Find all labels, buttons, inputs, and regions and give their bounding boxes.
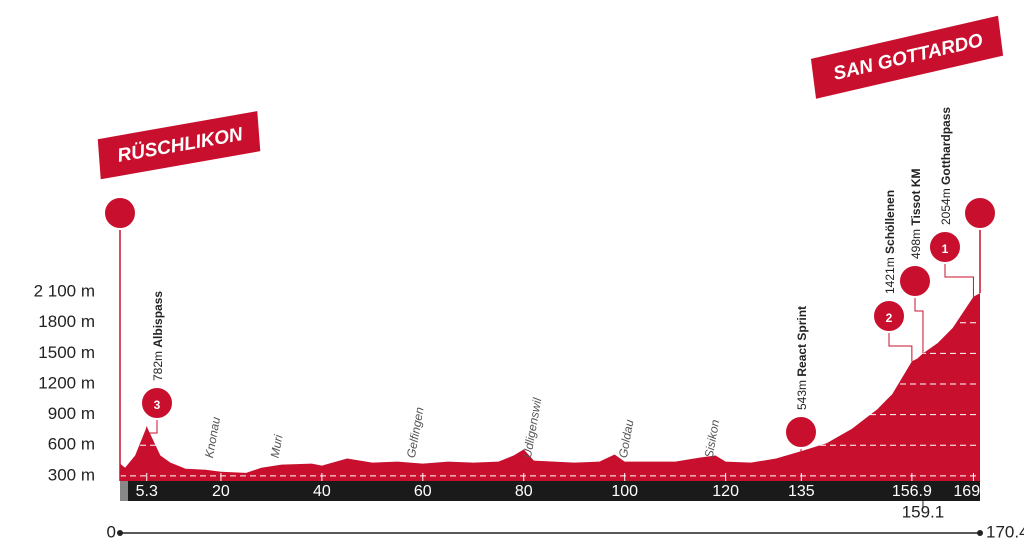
- point-label: 2054m Gotthardpass: [939, 107, 953, 225]
- y-tick-label: 1500 m: [38, 343, 95, 362]
- town-label: Knonau: [202, 416, 223, 459]
- x-tick-label: 100: [611, 483, 638, 500]
- km-bar: [120, 481, 980, 501]
- y-tick-label: 1800 m: [38, 312, 95, 331]
- leader-line: [944, 263, 974, 297]
- x-tick-label: 20: [212, 483, 230, 500]
- climb-category: 1: [942, 242, 949, 256]
- y-tick-label: 1200 m: [38, 373, 95, 392]
- point-name: Tissot KM: [909, 169, 923, 226]
- finish-icon: [963, 196, 997, 230]
- point-label: 498m Tissot KM: [909, 169, 923, 260]
- km-bar-start: [120, 481, 128, 501]
- x-tick-label: 60: [414, 483, 432, 500]
- x-tick-label: 40: [313, 483, 331, 500]
- finish-banner: SAN GOTTARDO: [810, 15, 1004, 99]
- leader-line: [914, 297, 924, 354]
- point-label: 1421m Schöllenen: [883, 190, 897, 294]
- town-label: Muri: [268, 433, 286, 459]
- y-tick-label: 600 m: [48, 435, 95, 454]
- point-icon: [140, 386, 174, 420]
- point-icon: [784, 415, 818, 449]
- point-name: Schöllenen: [883, 190, 897, 254]
- distance-label: 0: [107, 522, 116, 541]
- elevation-area: [120, 293, 980, 481]
- point-name: Gotthardpass: [939, 107, 953, 185]
- town-label: Goldau: [616, 418, 637, 459]
- x-tick-label: 156.9: [892, 483, 932, 500]
- town-label: Sisikon: [702, 418, 723, 459]
- x-tick-label: 80: [515, 483, 533, 500]
- point-name: Albispass: [151, 291, 165, 348]
- point-icon: [898, 264, 932, 298]
- point-icon: [872, 299, 906, 333]
- point-elevation: 498m: [909, 229, 923, 259]
- point-elevation: 2054m: [939, 188, 953, 225]
- point-icon: [928, 230, 962, 264]
- point-label: 782m Albispass: [151, 291, 165, 381]
- distance-label: 170.4km: [986, 522, 1024, 541]
- point-label: 543m React Sprint: [795, 306, 809, 410]
- town-label: Udligenswil: [520, 397, 544, 460]
- leader-line: [888, 332, 913, 362]
- point-elevation: 1421m: [883, 257, 897, 294]
- leader-line: [146, 419, 158, 434]
- start-banner: RÜSCHLIKON: [97, 111, 261, 180]
- climb-category: 3: [154, 398, 161, 412]
- x-tick-label: 120: [712, 483, 739, 500]
- y-tick-label: 900 m: [48, 404, 95, 423]
- x-tick-label: 135: [788, 483, 815, 500]
- distance-dot: [117, 530, 123, 536]
- distance-dot: [977, 530, 983, 536]
- climb-category: 2: [886, 311, 893, 325]
- y-tick-label: 300 m: [48, 465, 95, 484]
- point-name: React Sprint: [795, 306, 809, 377]
- x-tick-label: 169.1: [953, 483, 993, 500]
- point-elevation: 782m: [151, 351, 165, 381]
- start-icon: [103, 196, 137, 230]
- x-tick-label: 5.3: [136, 483, 158, 500]
- town-label: Gelfingen: [404, 406, 427, 459]
- point-elevation: 543m: [795, 380, 809, 410]
- y-tick-label: 2 100 m: [34, 282, 95, 301]
- x-tick-label-below: 159.1: [902, 502, 945, 521]
